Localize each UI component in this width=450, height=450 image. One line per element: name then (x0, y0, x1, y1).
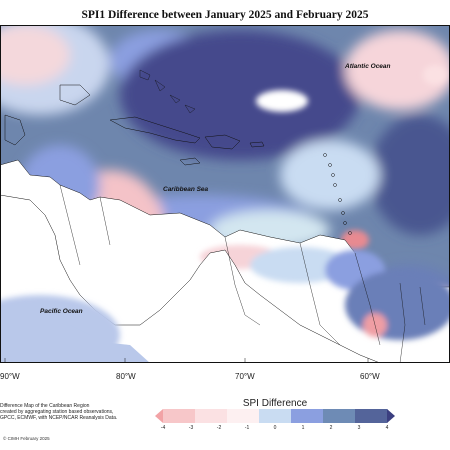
colorbar-segment (227, 409, 260, 423)
longitude-label-90w: 90°W (0, 372, 20, 381)
longitude-label-70w: 70°W (235, 372, 255, 381)
bahamas (139, 69, 196, 114)
copyright-notice: © CIMH February 2025 (3, 436, 50, 441)
colorbar (155, 409, 395, 423)
colorbar-segment (259, 409, 292, 423)
colorbar-right-arrow (387, 409, 395, 423)
atlantic-ocean-label: Atlantic Ocean (344, 63, 391, 70)
colorbar-tick-label: 3 (357, 425, 361, 431)
colorbar-title: SPI Difference (242, 398, 308, 409)
colorbar-left-arrow (155, 409, 163, 423)
colorbar-tick-label: 0 (273, 425, 277, 431)
colorbar-segment (195, 409, 228, 423)
colorbar-segment (355, 409, 388, 423)
spi-difference-map: Atlantic Ocean Caribbean Sea Pacific Oce… (0, 25, 450, 363)
notes-line-3: GPCC, ECMWF, with NCEP/NCAR Reanalysis D… (0, 415, 118, 421)
map-notes: Difference Map of the Caribbean Region c… (0, 403, 140, 421)
colorbar-tick-label: 1 (301, 425, 305, 431)
longitude-label-60w: 60°W (360, 372, 380, 381)
colorbar-tick-label: -3 (188, 425, 194, 431)
notes-line-2: created by aggregating station based obs… (0, 409, 114, 415)
map-canvas: Atlantic Ocean Caribbean Sea Pacific Oce… (0, 25, 450, 363)
map-title: SPI1 Difference between January 2025 and… (81, 9, 369, 21)
colorbar-tick-label: 4 (385, 425, 389, 431)
colorbar-ticks: -4 -3 -2 -1 0 1 2 3 4 (155, 425, 395, 433)
greater-antilles (4, 84, 265, 166)
colorbar-tick-label: -4 (160, 425, 166, 431)
colorbar-tick-label: -1 (244, 425, 250, 431)
colorbar-segment (291, 409, 324, 423)
pacific-ocean-label: Pacific Ocean (40, 308, 83, 315)
notes-line-1: Difference Map of the Caribbean Region (0, 403, 90, 409)
colorbar-tick-label: -2 (216, 425, 222, 431)
country-borders (59, 184, 426, 363)
colorbar-tick-label: 2 (329, 425, 333, 431)
caribbean-sea-label: Caribbean Sea (163, 186, 209, 193)
lesser-antilles (323, 153, 352, 235)
south-america-shading (200, 245, 450, 340)
longitude-label-80w: 80°W (116, 372, 136, 381)
pacific-ocean-area (0, 305, 150, 363)
colorbar-segment (323, 409, 356, 423)
colorbar-segment (163, 409, 196, 423)
